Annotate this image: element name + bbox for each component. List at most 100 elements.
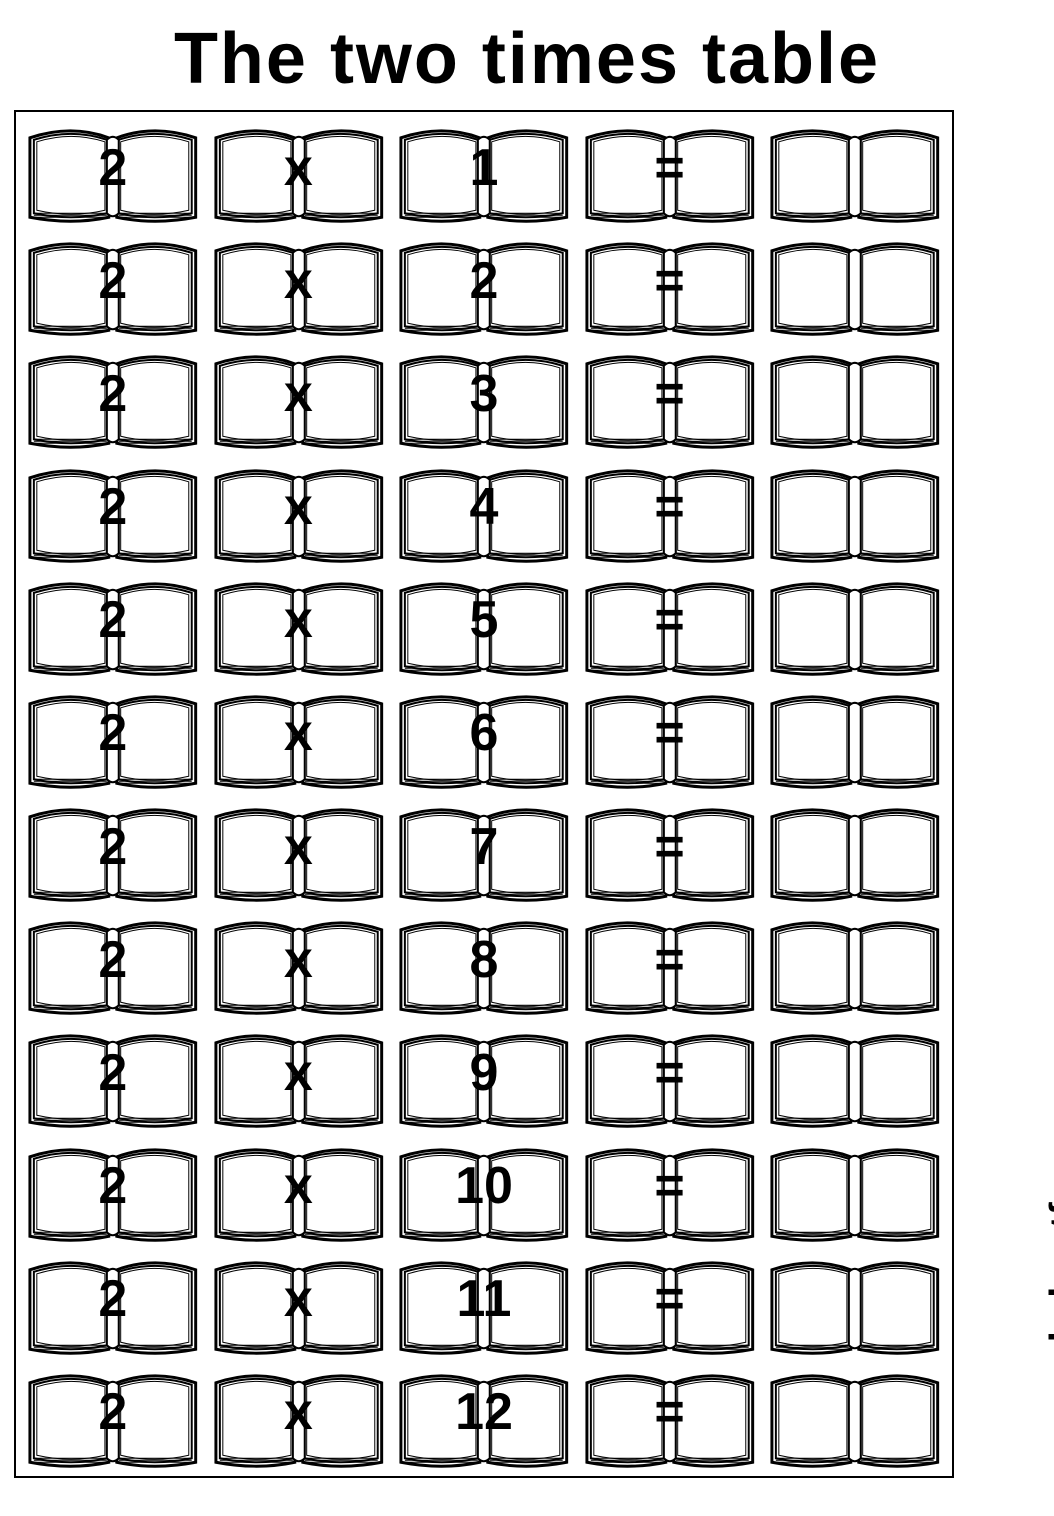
- operator-cell: x: [210, 344, 388, 451]
- answer-cell[interactable]: [766, 797, 944, 904]
- multiplicand-cell: 2: [24, 1023, 202, 1130]
- equals-cell-label: =: [654, 368, 684, 428]
- multiplicand-cell-label: 2: [98, 255, 127, 315]
- equals-cell-label: =: [654, 255, 684, 315]
- multiplier-cell-label: 5: [470, 594, 499, 654]
- multiplicand-cell-label: 2: [98, 1386, 127, 1446]
- multiplier-cell-label: 6: [470, 707, 499, 767]
- operator-cell-label: x: [284, 707, 313, 767]
- multiplier-cell: 12: [395, 1363, 573, 1470]
- equation-row: 2 x: [24, 571, 944, 678]
- equals-cell: =: [581, 684, 759, 791]
- equals-cell-label: =: [654, 1386, 684, 1446]
- multiplier-cell: 4: [395, 458, 573, 565]
- multiplier-cell-label: 9: [470, 1047, 499, 1107]
- equals-cell: =: [581, 1363, 759, 1470]
- multiplicand-cell: 2: [24, 797, 202, 904]
- multiplier-cell-label: 11: [456, 1273, 511, 1333]
- equals-cell: =: [581, 910, 759, 1017]
- multiplicand-cell-label: 2: [98, 368, 127, 428]
- operator-cell: x: [210, 1023, 388, 1130]
- multiplicand-cell-label: 2: [98, 707, 127, 767]
- multiplicand-cell: 2: [24, 1363, 202, 1470]
- equals-cell-label: =: [654, 481, 684, 541]
- multiplicand-cell: 2: [24, 1137, 202, 1244]
- equation-row: 2 x: [24, 1250, 944, 1357]
- multiplier-cell: 5: [395, 571, 573, 678]
- multiplicand-cell: 2: [24, 344, 202, 451]
- equation-row: 2 x: [24, 910, 944, 1017]
- equation-row: 2 x: [24, 1023, 944, 1130]
- multiplier-cell: 10: [395, 1137, 573, 1244]
- sidebar-credit: www.worksheetfun.com Copyright ©2008 wor…: [1044, 1060, 1054, 1516]
- multiplier-cell-label: 4: [470, 481, 499, 541]
- multiplier-cell-label: 8: [470, 934, 499, 994]
- answer-cell[interactable]: [766, 118, 944, 225]
- multiplier-cell: 6: [395, 684, 573, 791]
- answer-cell[interactable]: [766, 231, 944, 338]
- equation-row: 2 x: [24, 1137, 944, 1244]
- operator-cell-label: x: [284, 594, 313, 654]
- answer-cell[interactable]: [766, 1250, 944, 1357]
- operator-cell-label: x: [284, 142, 313, 202]
- equals-cell-label: =: [654, 1047, 684, 1107]
- answer-cell[interactable]: [766, 571, 944, 678]
- multiplicand-cell-label: 2: [98, 1047, 127, 1107]
- answer-cell[interactable]: [766, 344, 944, 451]
- operator-cell: x: [210, 118, 388, 225]
- equals-cell-label: =: [654, 594, 684, 654]
- answer-cell[interactable]: [766, 1023, 944, 1130]
- equation-row: 2 x: [24, 1363, 944, 1470]
- multiplier-cell-label: 1: [470, 142, 499, 202]
- multiplier-cell-label: 3: [470, 368, 499, 428]
- answer-cell[interactable]: [766, 910, 944, 1017]
- multiplicand-cell: 2: [24, 1250, 202, 1357]
- operator-cell-label: x: [284, 1047, 313, 1107]
- equals-cell: =: [581, 1137, 759, 1244]
- multiplier-cell: 11: [395, 1250, 573, 1357]
- multiplicand-cell-label: 2: [98, 1273, 127, 1333]
- operator-cell: x: [210, 571, 388, 678]
- equals-cell-label: =: [654, 821, 684, 881]
- multiplier-cell: 9: [395, 1023, 573, 1130]
- answer-cell[interactable]: [766, 1363, 944, 1470]
- equation-row: 2 x: [24, 118, 944, 225]
- equation-row: 2 x: [24, 684, 944, 791]
- multiplicand-cell-label: 2: [98, 594, 127, 654]
- equals-cell-label: =: [654, 934, 684, 994]
- answer-cell[interactable]: [766, 684, 944, 791]
- equals-cell: =: [581, 571, 759, 678]
- equals-cell: =: [581, 797, 759, 904]
- equals-cell-label: =: [654, 1160, 684, 1220]
- multiplier-cell: 7: [395, 797, 573, 904]
- equals-cell: =: [581, 458, 759, 565]
- operator-cell: x: [210, 458, 388, 565]
- multiplier-cell: 2: [395, 231, 573, 338]
- operator-cell: x: [210, 1363, 388, 1470]
- operator-cell-label: x: [284, 368, 313, 428]
- equation-row: 2 x: [24, 458, 944, 565]
- answer-cell[interactable]: [766, 1137, 944, 1244]
- operator-cell: x: [210, 231, 388, 338]
- multiplicand-cell-label: 2: [98, 481, 127, 541]
- site-url: www.worksheetfun.com: [1044, 1060, 1054, 1516]
- equation-row: 2 x: [24, 797, 944, 904]
- multiplier-cell: 3: [395, 344, 573, 451]
- multiplicand-cell: 2: [24, 231, 202, 338]
- multiplicand-cell: 2: [24, 910, 202, 1017]
- answer-cell[interactable]: [766, 458, 944, 565]
- operator-cell: x: [210, 1250, 388, 1357]
- operator-cell-label: x: [284, 821, 313, 881]
- equals-cell: =: [581, 1023, 759, 1130]
- worksheet-frame: 2 x: [14, 110, 954, 1478]
- operator-cell: x: [210, 910, 388, 1017]
- multiplicand-cell: 2: [24, 684, 202, 791]
- multiplier-cell-label: 10: [455, 1160, 513, 1220]
- multiplier-cell-label: 7: [470, 821, 499, 881]
- operator-cell: x: [210, 1137, 388, 1244]
- multiplier-cell-label: 12: [455, 1386, 513, 1446]
- equals-cell-label: =: [654, 707, 684, 767]
- multiplicand-cell: 2: [24, 458, 202, 565]
- multiplicand-cell-label: 2: [98, 1160, 127, 1220]
- operator-cell-label: x: [284, 1273, 313, 1333]
